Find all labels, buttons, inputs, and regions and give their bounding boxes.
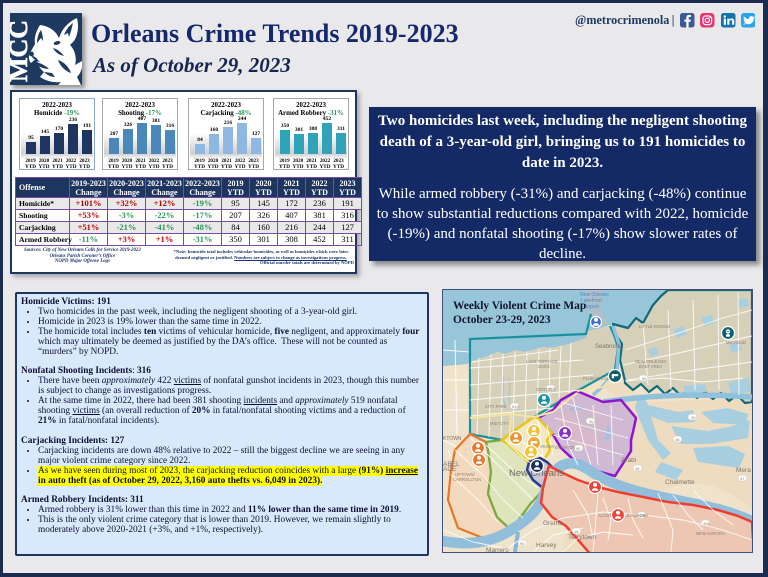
svg-text:OAKS: OAKS xyxy=(538,364,550,369)
svg-text:90: 90 xyxy=(520,541,525,546)
svg-text:MCC: MCC xyxy=(10,20,33,82)
svg-text:LITTLE WOODS: LITTLE WOODS xyxy=(639,324,670,329)
svg-text:90: 90 xyxy=(549,386,554,391)
svg-text:Chalmette: Chalmette xyxy=(665,479,695,486)
svg-text:ACE: ACE xyxy=(443,466,457,473)
svg-text:New Orleans: New Orleans xyxy=(509,468,564,479)
svg-text:ABEL: ABEL xyxy=(443,461,460,468)
svg-text:New Orleans: New Orleans xyxy=(580,292,609,298)
svg-text:Weekly Violent Crime Map: Weekly Violent Crime Map xyxy=(453,300,586,312)
svg-text:47: 47 xyxy=(740,476,745,481)
svg-text:90: 90 xyxy=(642,376,647,381)
svg-text:CITY PARK: CITY PARK xyxy=(485,404,507,409)
svg-text:MARIGNY: MARIGNY xyxy=(535,444,555,449)
svg-text:30: 30 xyxy=(589,419,594,424)
svg-text:39: 39 xyxy=(691,415,696,420)
svg-text:CARROLLTON: CARROLLTON xyxy=(453,477,481,482)
svg-text:Gretna: Gretna xyxy=(543,520,563,527)
svg-text:GENTILLY: GENTILLY xyxy=(536,387,556,392)
svg-text:OLD AURORA: OLD AURORA xyxy=(621,513,649,518)
svg-text:Arabi: Arabi xyxy=(621,457,636,464)
svg-text:Mera: Mera xyxy=(736,467,751,474)
svg-text:Marrero: Marrero xyxy=(486,547,509,552)
svg-text:PLUM ORCHARD: PLUM ORCHARD xyxy=(583,376,617,381)
svg-text:NEW ORLEANS: NEW ORLEANS xyxy=(635,359,666,364)
svg-text:Terrytown: Terrytown xyxy=(568,534,597,541)
svg-text:ALGIERS: ALGIERS xyxy=(598,513,616,518)
svg-text:MID-CITY: MID-CITY xyxy=(490,421,509,426)
svg-text:NEW AURORA: NEW AURORA xyxy=(696,531,725,536)
svg-text:LAKE TERRACE: LAKE TERRACE xyxy=(526,359,558,364)
svg-text:October 23-29, 2023: October 23-29, 2023 xyxy=(453,314,551,326)
svg-text:EAST AREA: EAST AREA xyxy=(639,364,662,369)
svg-text:90: 90 xyxy=(576,446,581,451)
svg-text:BYWATER: BYWATER xyxy=(555,445,575,450)
svg-text:Lakefront: Lakefront xyxy=(581,298,602,304)
svg-text:18: 18 xyxy=(574,529,579,534)
svg-text:KTOWN: KTOWN xyxy=(443,436,462,442)
svg-text:Seabrook: Seabrook xyxy=(595,344,622,350)
svg-text:406: 406 xyxy=(703,521,710,526)
svg-text:Harvey: Harvey xyxy=(536,542,557,549)
svg-text:428: 428 xyxy=(639,513,646,518)
svg-text:46: 46 xyxy=(675,437,680,442)
svg-text:MICHOUD: MICHOUD xyxy=(726,340,746,345)
svg-text:610: 610 xyxy=(512,404,519,409)
svg-text:UPTOWN/: UPTOWN/ xyxy=(455,472,476,477)
svg-text:Airport: Airport xyxy=(584,304,599,310)
svg-text:46: 46 xyxy=(635,466,640,471)
